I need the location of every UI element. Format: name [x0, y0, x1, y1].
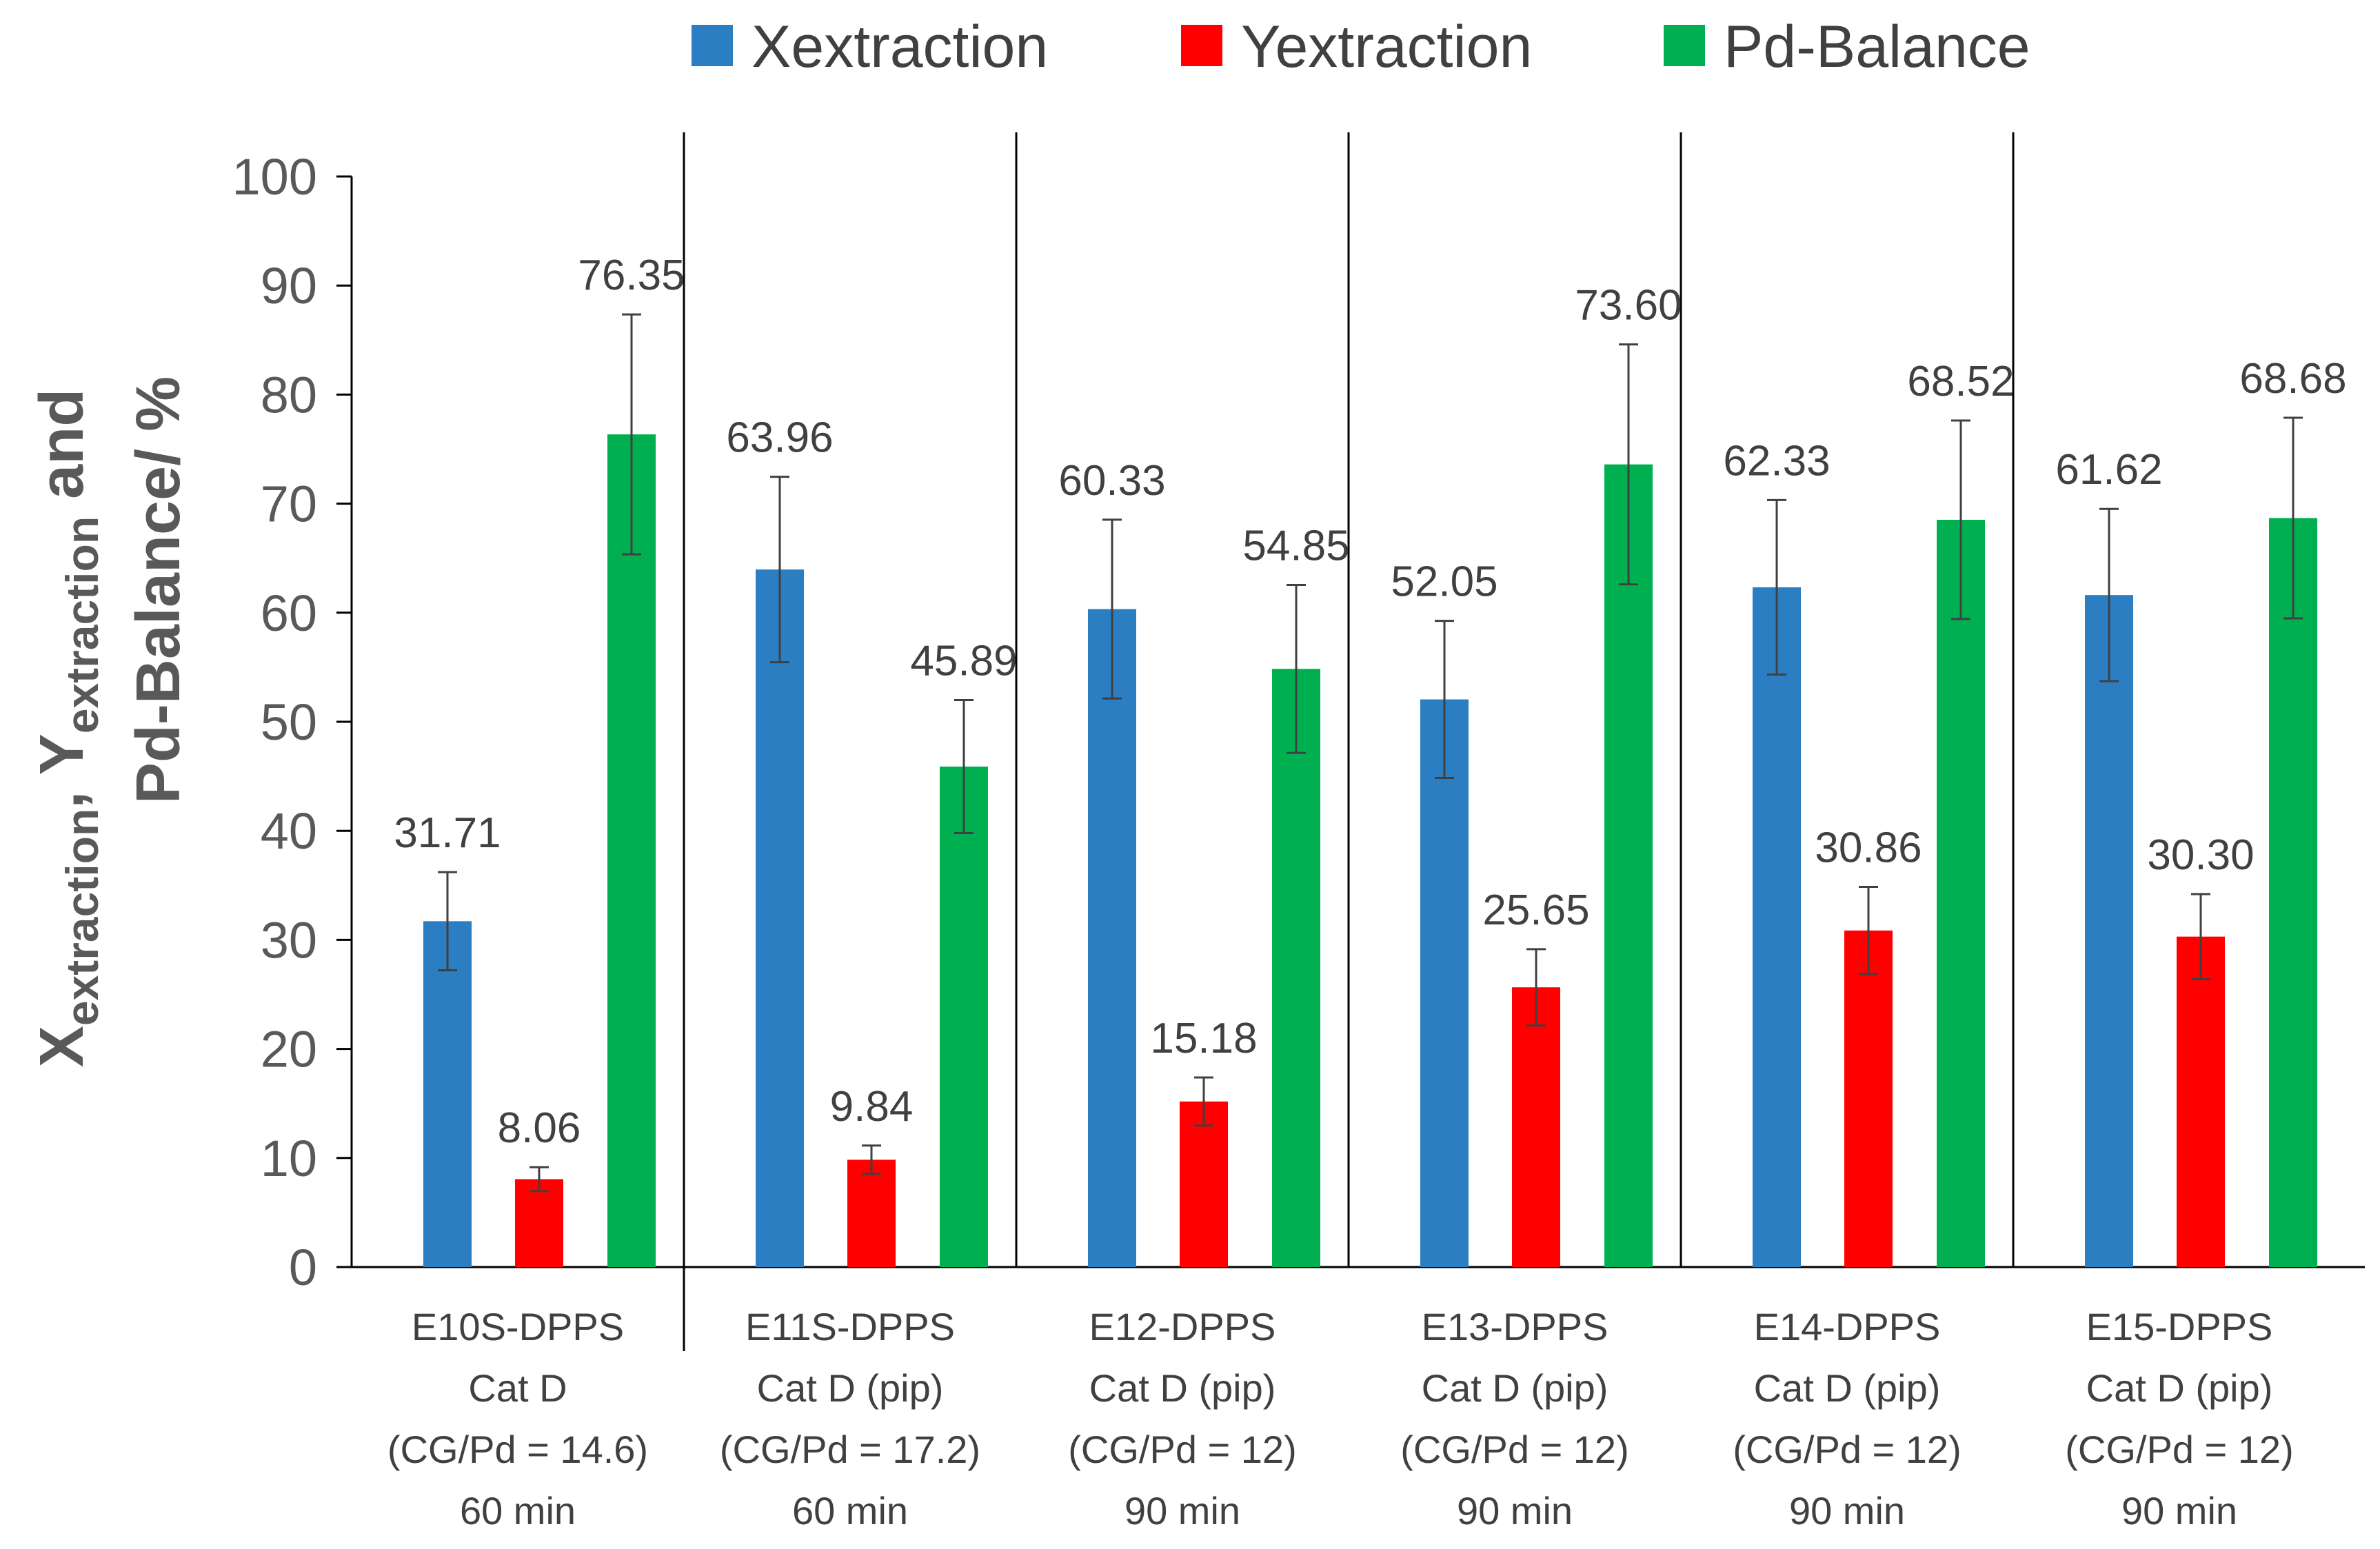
data-label-xextraction-5: 62.33 [1723, 437, 1830, 485]
bar-pd-balance-6 [2269, 518, 2317, 1267]
category-label-line: Cat D (pip) [2086, 1366, 2273, 1410]
category-label-line: (CG/Pd = 12) [1733, 1428, 1961, 1471]
category-label-line: (CG/Pd = 17.2) [720, 1428, 980, 1471]
bar-pd-balance-3 [1272, 669, 1320, 1267]
data-label-xextraction-6: 61.62 [2055, 446, 2162, 494]
y-tick-label: 50 [261, 693, 317, 751]
bar-yextraction-3 [1180, 1101, 1228, 1267]
y-axis-label-part: X [28, 1026, 97, 1067]
bar-pd-balance-5 [1937, 520, 1985, 1267]
data-label-xextraction-2: 63.96 [726, 414, 833, 462]
bar-pd-balance-2 [940, 767, 988, 1267]
category-label-line: 60 min [460, 1489, 576, 1532]
category-label-line: Cat D (pip) [1754, 1366, 1941, 1410]
y-tick-label: 30 [261, 911, 317, 969]
category-label-line: E12-DPPS [1089, 1305, 1276, 1348]
y-axis-label-group: Xextraction, Yextraction and Pd-Balance/ … [28, 376, 193, 1067]
data-label-pd-balance-2: 45.89 [910, 638, 1017, 685]
data-label-yextraction-1: 8.06 [498, 1104, 581, 1152]
bar-yextraction-5 [1844, 930, 1893, 1267]
legend-swatch-pd-balance [1664, 25, 1705, 66]
category-label-line: (CG/Pd = 12) [2065, 1428, 2293, 1471]
data-label-pd-balance-3: 54.85 [1242, 522, 1349, 569]
bar-xextraction-2 [756, 569, 804, 1267]
y-tick-label: 40 [261, 802, 317, 860]
data-label-pd-balance-6: 68.68 [2239, 355, 2346, 403]
category-label-line: (CG/Pd = 12) [1068, 1428, 1296, 1471]
category-label-line: Cat D (pip) [757, 1366, 944, 1410]
data-label-yextraction-5: 30.86 [1815, 824, 1922, 872]
bar-yextraction-2 [847, 1160, 896, 1267]
y-axis-label-subscript: extraction [57, 516, 108, 733]
category-label-line: E11S-DPPS [745, 1305, 955, 1348]
legend-swatch-yextraction [1181, 25, 1222, 66]
category-label-line: (CG/Pd = 14.6) [387, 1428, 648, 1471]
bars [423, 434, 2317, 1268]
legend: Xextraction Yextraction Pd-Balance [692, 14, 2030, 80]
bar-xextraction-3 [1088, 609, 1136, 1267]
category-label-line: 60 min [792, 1489, 908, 1532]
bar-yextraction-4 [1512, 987, 1560, 1267]
category-label-line: E13-DPPS [1422, 1305, 1608, 1348]
bar-yextraction-1 [515, 1179, 563, 1267]
category-label-line: 90 min [1125, 1489, 1240, 1532]
data-label-pd-balance-1: 76.35 [578, 252, 685, 299]
y-tick-label: 20 [261, 1021, 317, 1078]
y-tick-label: 70 [261, 476, 317, 533]
error-bars [438, 313, 2303, 1193]
legend-swatch-xextraction [692, 25, 733, 66]
data-label-pd-balance-5: 68.52 [1907, 358, 2014, 405]
y-tick-label: 90 [261, 257, 317, 314]
category-label-line: Cat D (pip) [1089, 1366, 1276, 1410]
y-axis-label-part: and [28, 389, 97, 516]
category-label-line: 90 min [2121, 1489, 2237, 1532]
bar-yextraction-6 [2177, 936, 2225, 1267]
legend-label-yextraction: Yextraction [1241, 14, 1532, 80]
category-label-line: 90 min [1457, 1489, 1573, 1532]
category-label-line: Cat D [468, 1366, 567, 1410]
data-label-yextraction-3: 15.18 [1150, 1015, 1257, 1062]
category-label-line: E10S-DPPS [412, 1305, 624, 1348]
data-label-xextraction-1: 31.71 [394, 809, 501, 857]
data-label-pd-balance-4: 73.60 [1575, 282, 1682, 330]
y-tick-label: 100 [232, 148, 317, 205]
y-axis-label-line2: Pd-Balance/ % [124, 376, 193, 804]
category-label-line: (CG/Pd = 12) [1400, 1428, 1628, 1471]
category-label-line: 90 min [1789, 1489, 1905, 1532]
category-labels: E10S-DPPS Cat D (CG/Pd = 14.6) 60 min E11S-D… [387, 1305, 2294, 1532]
category-label-line: E15-DPPS [2086, 1305, 2273, 1348]
data-label-yextraction-2: 9.84 [830, 1083, 914, 1131]
bar-xextraction-6 [2085, 595, 2133, 1267]
legend-label-pd-balance: Pd-Balance [1724, 14, 2030, 80]
axes: 0 10 20 30 40 50 60 70 80 90 100 [232, 132, 2365, 1351]
bar-xextraction-1 [423, 921, 472, 1267]
y-axis-label-line1: Xextraction, Yextraction and [28, 389, 108, 1067]
bar-xextraction-4 [1420, 699, 1469, 1267]
y-axis-label-part: , Y [28, 733, 97, 808]
y-tick-label: 0 [289, 1239, 317, 1296]
data-label-yextraction-4: 25.65 [1482, 887, 1589, 934]
data-label-xextraction-4: 52.05 [1391, 558, 1497, 606]
category-label-line: Cat D (pip) [1422, 1366, 1608, 1410]
category-label-line: E14-DPPS [1754, 1305, 1941, 1348]
y-tick-label: 80 [261, 366, 317, 423]
bar-pd-balance-1 [607, 434, 656, 1267]
bar-pd-balance-4 [1604, 464, 1653, 1268]
data-label-yextraction-6: 30.30 [2147, 831, 2254, 879]
data-label-xextraction-3: 60.33 [1058, 457, 1165, 505]
data-labels: 31.71 63.96 60.33 52.05 62.33 61.62 8.06 9.84 15… [394, 252, 2346, 1152]
y-tick-label: 10 [261, 1130, 317, 1187]
legend-label-xextraction: Xextraction [752, 14, 1048, 80]
y-axis-label-subscript: extraction [57, 809, 108, 1026]
y-tick-label: 60 [261, 585, 317, 642]
bar-xextraction-5 [1753, 587, 1801, 1267]
